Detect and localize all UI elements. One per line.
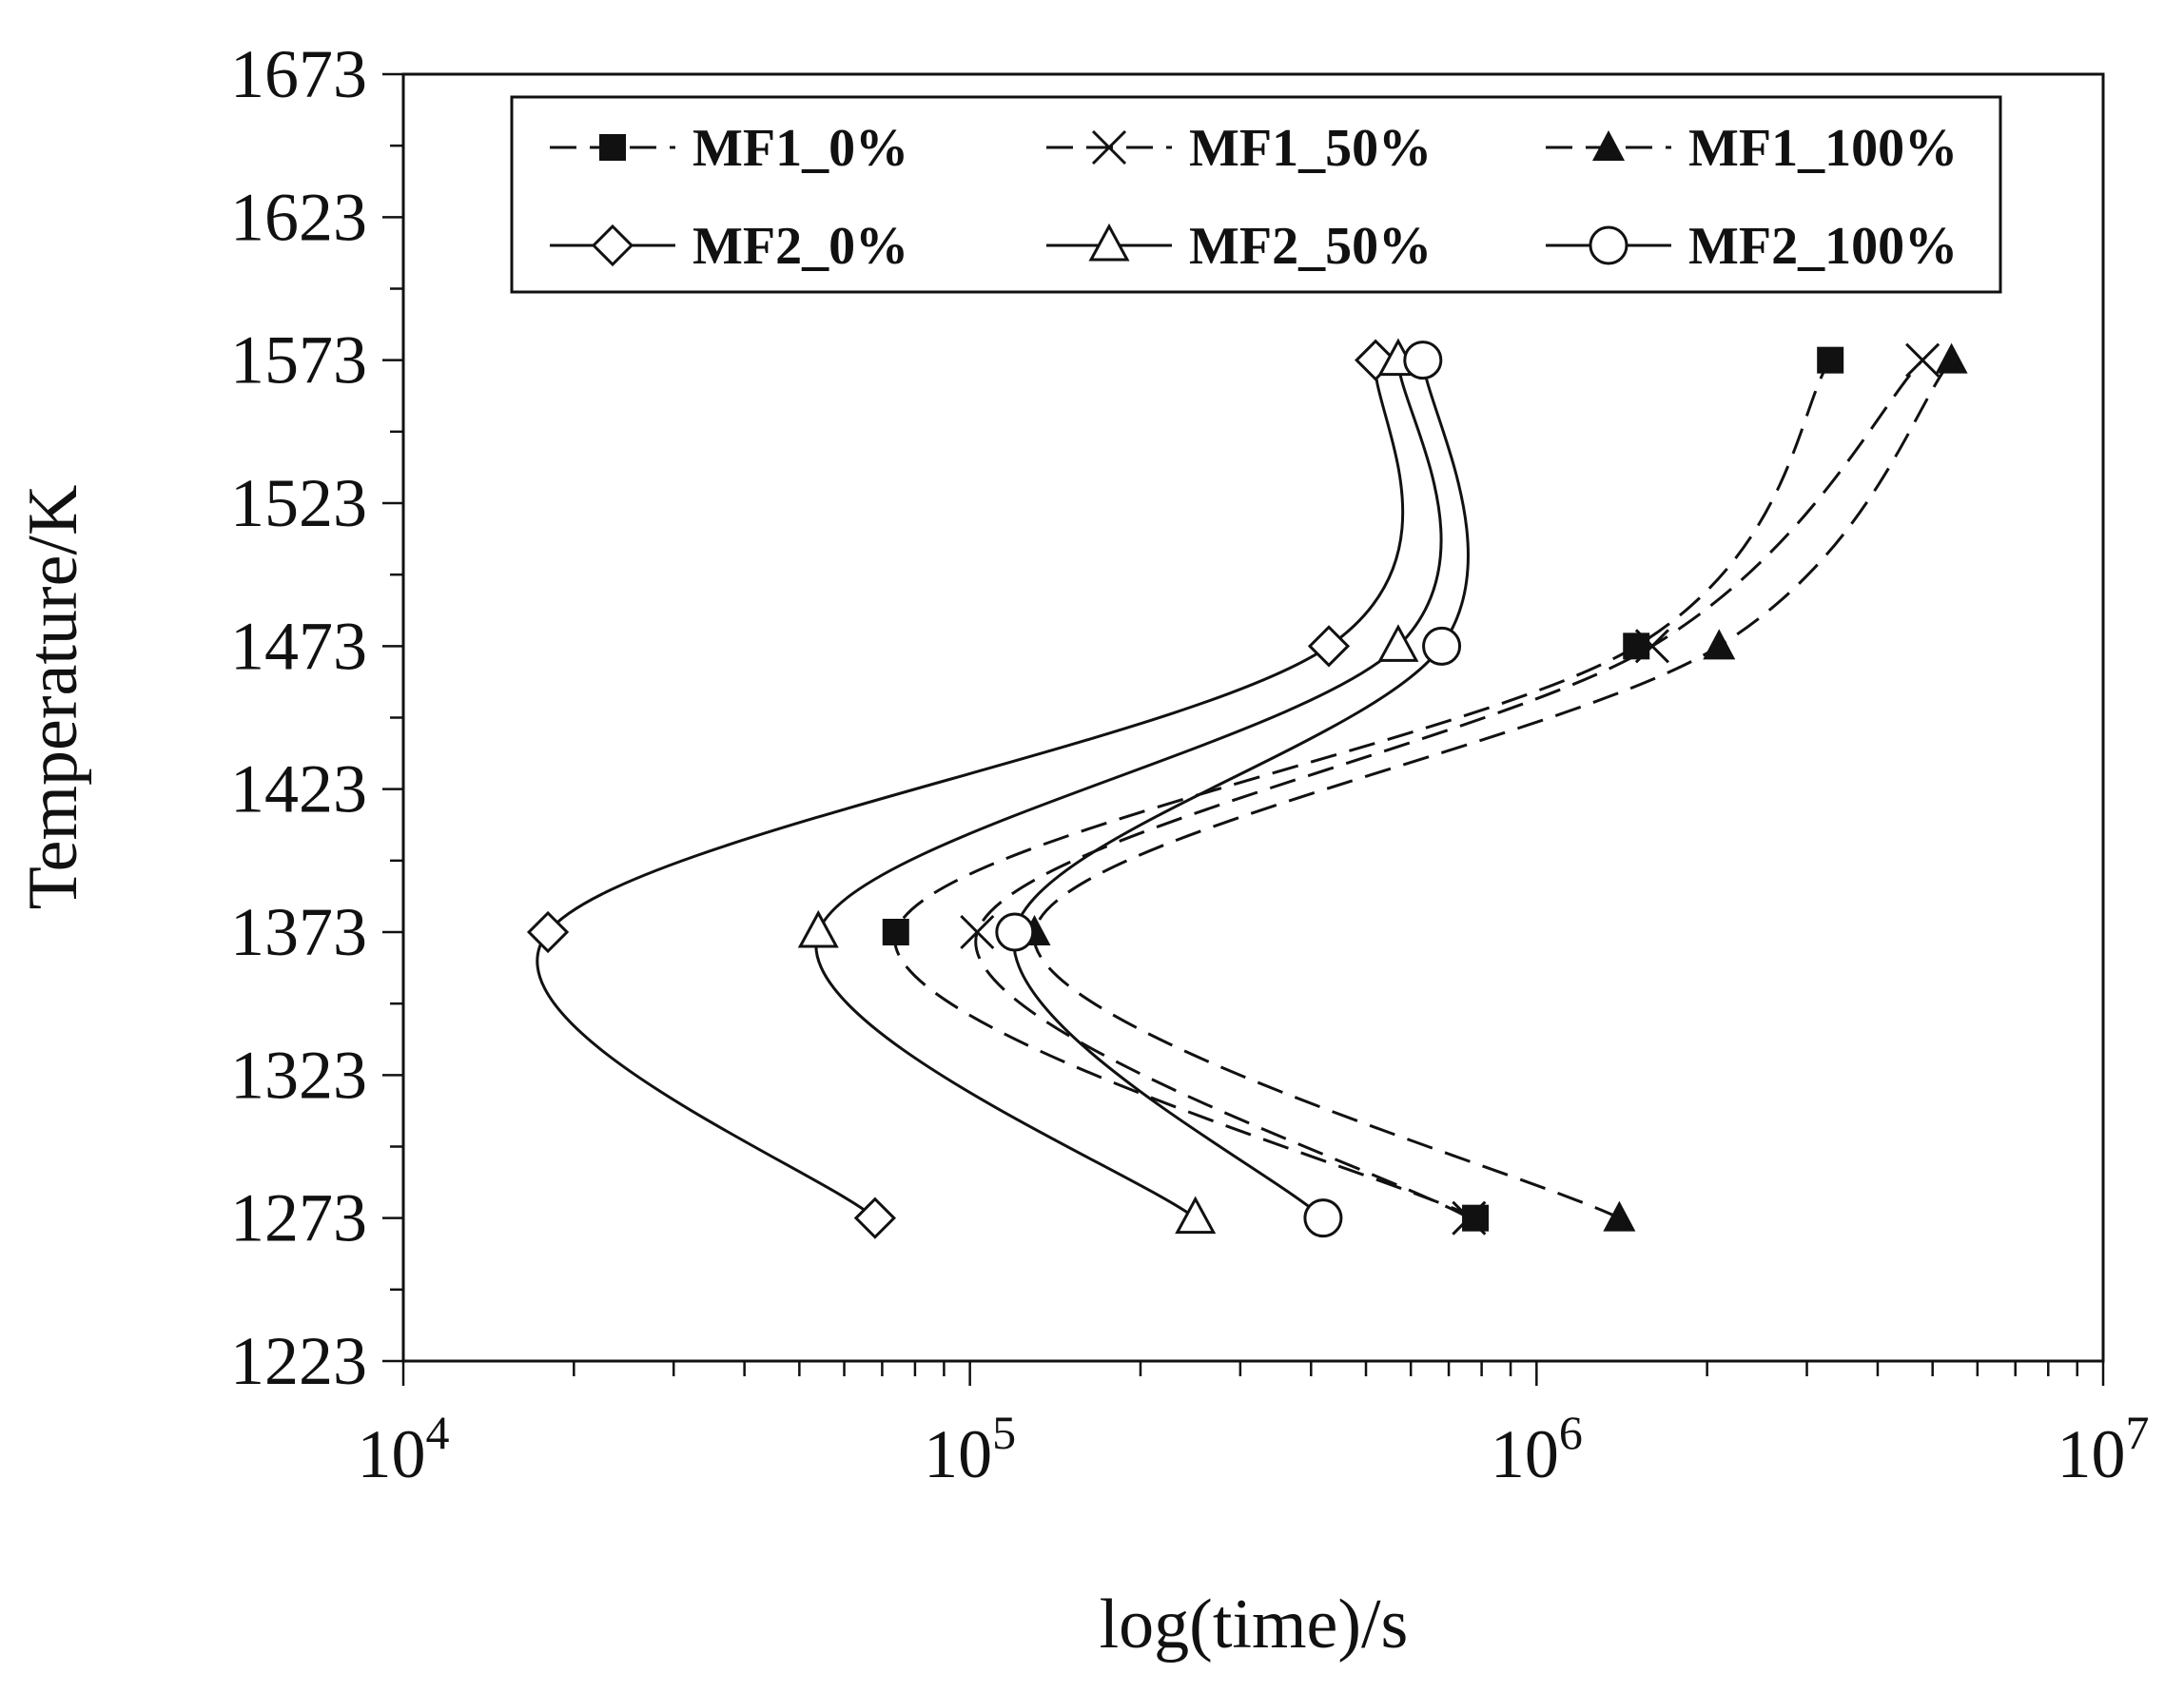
legend-label: MF2_0% <box>692 217 908 276</box>
x-tick-label: 107 <box>2057 1406 2150 1492</box>
data-point <box>1817 346 1844 374</box>
cross-stroke <box>1634 629 1669 664</box>
legend-marker <box>591 224 634 267</box>
y-axis-title: Temperature/K <box>14 485 92 910</box>
series-mf2-100- <box>995 341 1470 1238</box>
x-tick-labels: 104 105 106 107 <box>358 1406 2150 1492</box>
data-point <box>882 919 909 945</box>
legend-item: MF1_50% <box>1046 119 1432 178</box>
y-tick-label: 1273 <box>230 1180 367 1256</box>
series-line <box>814 360 1443 1219</box>
y-tick-label: 1673 <box>230 36 367 112</box>
legend-label: MF1_100% <box>1688 119 1958 178</box>
data-point <box>1905 342 1940 378</box>
data-point <box>1623 632 1650 660</box>
cross-stroke <box>960 914 995 950</box>
x-axis-title: log(time)/s <box>1100 1586 1409 1664</box>
data-point <box>853 1197 897 1239</box>
data-point <box>1452 1200 1487 1236</box>
series-line <box>974 359 1924 1219</box>
legend-item: MF1_100% <box>1546 119 1958 178</box>
series-mf1-50- <box>960 342 1940 1236</box>
data-point <box>1703 629 1736 660</box>
x-tick-label: 106 <box>1491 1406 1583 1492</box>
legend-box <box>510 95 2002 294</box>
cross-stroke <box>1452 1200 1487 1236</box>
legend-marker <box>1088 223 1130 262</box>
y-tick-label: 1223 <box>230 1323 367 1399</box>
legend-label: MF1_0% <box>692 119 908 178</box>
data-point <box>1303 1198 1343 1238</box>
series-line <box>1032 359 1953 1220</box>
cross-stroke <box>1905 342 1940 378</box>
y-tick-label: 1623 <box>230 179 367 255</box>
series-layer <box>526 338 1968 1239</box>
cross-stroke <box>1091 129 1127 165</box>
y-tick-label: 1423 <box>230 751 367 827</box>
legend-marker <box>1592 130 1625 161</box>
legend-marker <box>599 134 626 161</box>
series-line <box>536 360 1405 1219</box>
y-tick-label: 1373 <box>230 894 367 970</box>
legend-item: MF2_0% <box>550 217 908 276</box>
data-point <box>1935 342 1968 374</box>
x-tick-label: 105 <box>924 1406 1016 1492</box>
legend-label: MF1_50% <box>1189 119 1432 178</box>
legend-marker <box>1091 129 1127 165</box>
data-point <box>1462 1204 1490 1232</box>
y-tick-label: 1523 <box>230 465 367 541</box>
legend-label: MF2_100% <box>1688 217 1958 276</box>
x-tick-label: 104 <box>358 1406 450 1492</box>
data-point <box>1307 625 1351 668</box>
y-tick-label: 1473 <box>230 608 367 684</box>
legend-marker <box>1589 225 1628 265</box>
series-mf2-0- <box>526 339 1405 1239</box>
legend: MF1_0% MF1_50% MF1_100% MF2_0% MF2_50% MF2_10… <box>510 95 2002 294</box>
axis-ticks <box>382 72 2105 1386</box>
data-point <box>1403 341 1443 380</box>
legend-item: MF2_50% <box>1046 217 1432 276</box>
y-tick-labels: 1223 1273 1323 1373 1423 1473 1523 1573 1623 1673 <box>230 36 367 1399</box>
legend-item: MF2_100% <box>1546 217 1958 276</box>
series-line <box>1012 360 1470 1219</box>
data-point <box>1603 1200 1636 1232</box>
data-point <box>995 912 1035 952</box>
y-tick-label: 1573 <box>230 322 367 399</box>
data-point <box>1377 624 1419 662</box>
series-line <box>893 359 1832 1220</box>
series-mf2-50- <box>797 338 1443 1235</box>
data-point <box>526 910 570 954</box>
data-point <box>1634 629 1669 664</box>
legend-item: MF1_0% <box>550 119 908 178</box>
legend-label: MF2_50% <box>1189 217 1432 276</box>
data-point <box>960 914 995 950</box>
y-tick-label: 1323 <box>230 1037 367 1113</box>
data-point <box>797 909 839 948</box>
data-point <box>1422 626 1462 666</box>
data-point <box>1175 1196 1217 1235</box>
